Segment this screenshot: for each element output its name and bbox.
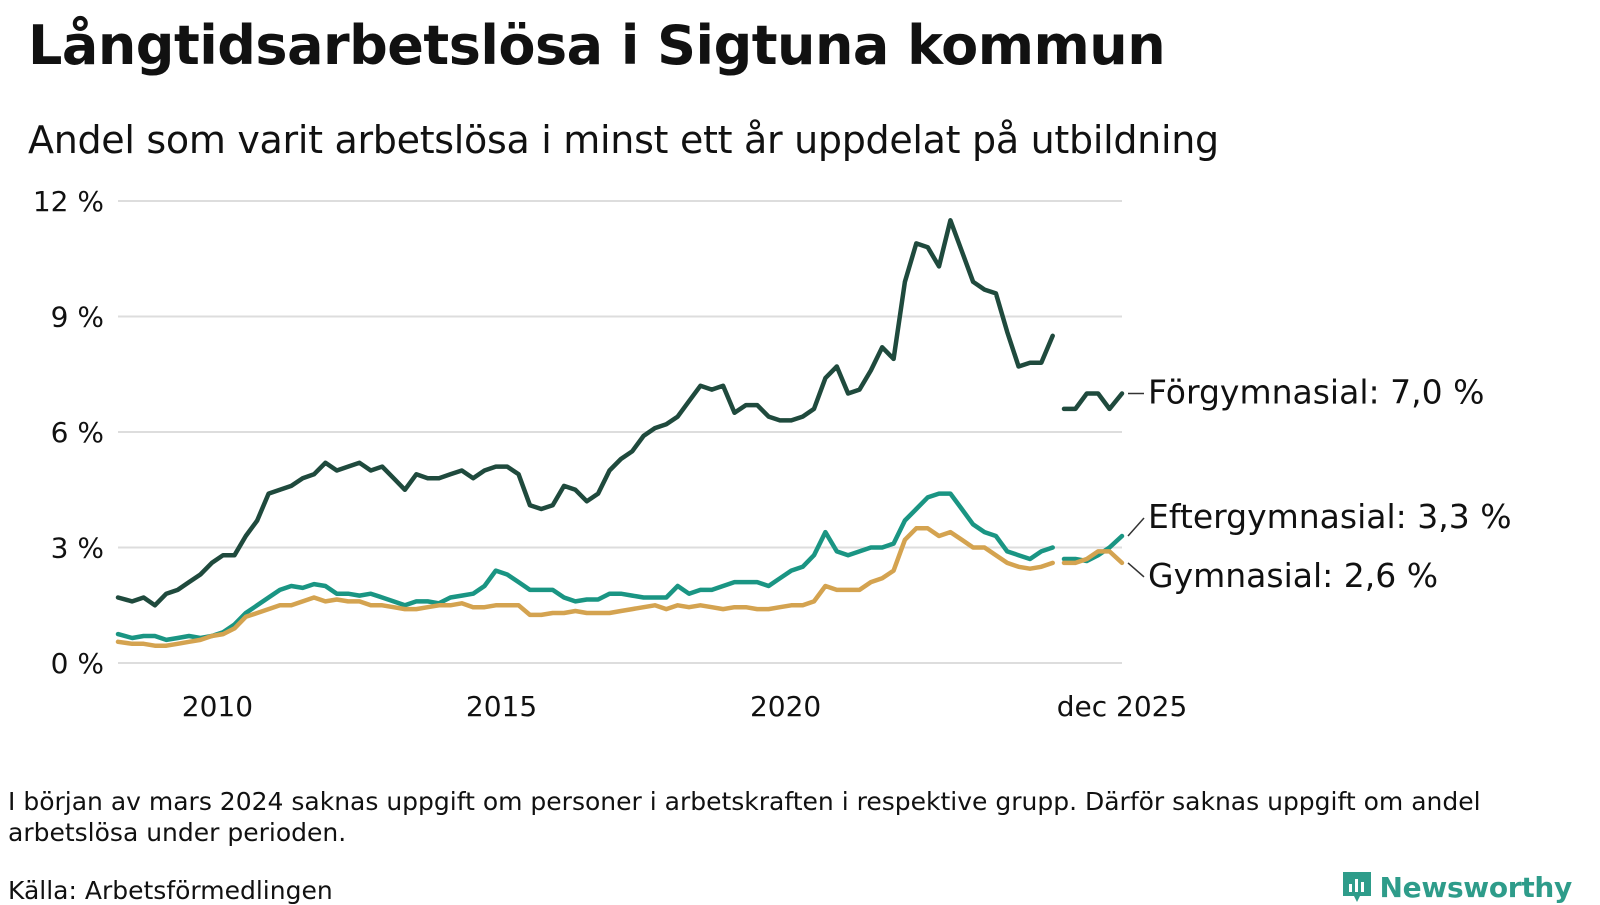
chart-title: Långtidsarbetslösa i Sigtuna kommun bbox=[28, 14, 1166, 77]
series-label-leader bbox=[1127, 562, 1145, 578]
series-end-label: Förgymnasial: 7,0 % bbox=[1148, 373, 1484, 412]
brand-logo: Newsworthy bbox=[1342, 870, 1572, 904]
series-end-label: Gymnasial: 2,6 % bbox=[1148, 556, 1438, 595]
series-end-label: Eftergymnasial: 3,3 % bbox=[1148, 497, 1512, 536]
y-tick-label: 9 % bbox=[51, 301, 104, 334]
x-tick-label: 2015 bbox=[466, 690, 537, 723]
source-note: Källa: Arbetsförmedlingen bbox=[8, 876, 333, 905]
x-tick-label: 2020 bbox=[750, 690, 821, 723]
y-tick-label: 3 % bbox=[51, 532, 104, 565]
footnote: I början av mars 2024 saknas uppgift om … bbox=[8, 787, 1481, 847]
series-line-gymnasial bbox=[115, 526, 1125, 648]
y-tick-label: 0 % bbox=[51, 647, 104, 680]
brand-name: Newsworthy bbox=[1379, 870, 1573, 904]
series-line-eftergymnasial bbox=[115, 491, 1125, 643]
y-tick-label: 6 % bbox=[51, 416, 104, 449]
series-label-leader bbox=[1127, 517, 1145, 537]
newsworthy-logo-icon bbox=[1342, 872, 1371, 902]
x-tick-label: 2010 bbox=[182, 690, 253, 723]
x-tick-label: dec 2025 bbox=[1057, 690, 1188, 723]
y-tick-label: 12 % bbox=[33, 185, 104, 218]
series-line-forgymnasial bbox=[115, 218, 1125, 608]
chart-subtitle: Andel som varit arbetslösa i minst ett å… bbox=[28, 118, 1219, 162]
